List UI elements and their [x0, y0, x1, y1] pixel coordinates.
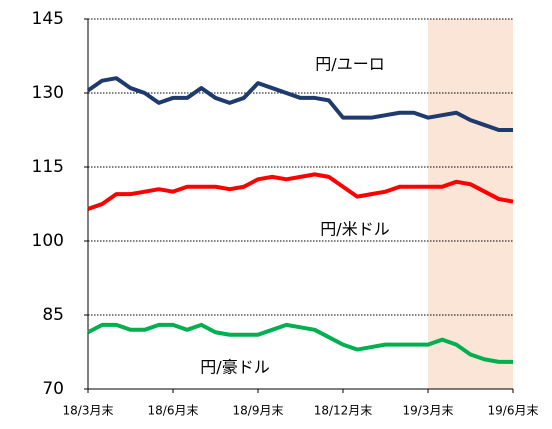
y-tick-label: 130: [32, 83, 64, 103]
x-tick-label: 18/6月末: [148, 404, 199, 418]
series-line: [86, 76, 513, 132]
series-label: 円/ユーロ: [315, 55, 384, 74]
y-tick-label: 115: [32, 157, 64, 177]
x-tick-label: 19/3月末: [403, 404, 454, 418]
series-label: 円/豪ドル: [200, 358, 269, 377]
highlight-band: [428, 19, 513, 389]
x-tick-label: 19/6月末: [488, 404, 539, 418]
series-label: 円/米ドル: [320, 220, 389, 239]
y-tick-label: 145: [32, 9, 64, 29]
y-tick-label: 85: [42, 305, 64, 325]
x-tick-label: 18/12月末: [314, 404, 373, 418]
series-line: [87, 172, 514, 211]
y-tick-label: 70: [42, 379, 64, 399]
x-tick-label: 18/9月末: [233, 404, 284, 418]
x-tick-label: 18/3月末: [63, 404, 114, 418]
y-tick-label: 100: [32, 231, 64, 251]
series-line: [87, 322, 513, 364]
